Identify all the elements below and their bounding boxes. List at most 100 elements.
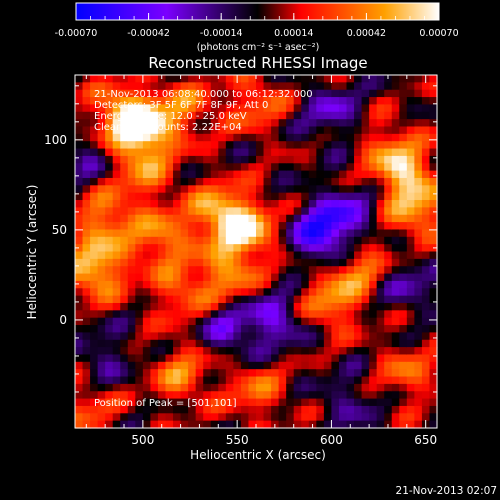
- heatmap-cell: [346, 89, 355, 98]
- heatmap-cell: [331, 222, 340, 231]
- heatmap-cell: [248, 192, 257, 201]
- heatmap-cell: [157, 133, 167, 142]
- heatmap-cell: [142, 288, 152, 297]
- heatmap-cell: [188, 119, 197, 128]
- heatmap-cell: [120, 376, 129, 385]
- heatmap-cell: [429, 398, 438, 407]
- heatmap-cell: [338, 347, 348, 356]
- heatmap-cell: [414, 133, 423, 142]
- heatmap-cell: [165, 177, 174, 186]
- heatmap-cell: [112, 420, 121, 429]
- heatmap-cell: [271, 97, 280, 106]
- heatmap-cell: [97, 119, 106, 128]
- heatmap-cell: [188, 155, 197, 164]
- heatmap-cell: [135, 148, 144, 157]
- heatmap-cell: [248, 317, 257, 326]
- heatmap-cell: [286, 82, 295, 91]
- heatmap-cell: [210, 420, 219, 429]
- heatmap-cell: [338, 266, 348, 275]
- heatmap-cell: [142, 229, 152, 238]
- heatmap-cell: [323, 192, 333, 201]
- heatmap-cell: [218, 295, 227, 304]
- heatmap-cell: [263, 75, 272, 83]
- heatmap-cell: [240, 376, 250, 385]
- heatmap-cell: [346, 236, 355, 245]
- heatmap-cell: [278, 369, 287, 378]
- heatmap-cell: [369, 347, 378, 356]
- heatmap-cell: [256, 170, 265, 179]
- heatmap-cell: [233, 369, 242, 378]
- heatmap-cell: [97, 347, 106, 356]
- heatmap-cell: [90, 354, 99, 363]
- heatmap-cell: [233, 347, 242, 356]
- heatmap-cell: [105, 398, 114, 407]
- heatmap-cell: [142, 177, 152, 186]
- heatmap-cell: [142, 141, 152, 150]
- heatmap-cell: [112, 236, 121, 245]
- heatmap-cell: [210, 82, 219, 91]
- heatmap-cell: [82, 398, 91, 407]
- heatmap-cell: [301, 75, 310, 83]
- heatmap-cell: [256, 177, 265, 186]
- heatmap-cell: [391, 332, 400, 341]
- heatmap-cell: [308, 244, 317, 253]
- heatmap-cell: [97, 141, 106, 150]
- heatmap-cell: [354, 398, 363, 407]
- heatmap-cell: [384, 177, 393, 186]
- heatmap-cell: [150, 97, 159, 106]
- heatmap-cell: [331, 119, 340, 128]
- heatmap-cell: [271, 200, 280, 208]
- heatmap-cell: [127, 339, 136, 348]
- heatmap-cell: [429, 200, 438, 208]
- heatmap-cell: [188, 332, 197, 341]
- heatmap-cell: [354, 119, 363, 128]
- heatmap-cell: [391, 398, 400, 407]
- heatmap-cell: [173, 89, 182, 98]
- heatmap-cell: [180, 383, 189, 392]
- heatmap-cell: [112, 398, 121, 407]
- heatmap-cell: [316, 104, 325, 113]
- heatmap-cell: [301, 420, 310, 429]
- heatmap-cell: [263, 163, 272, 172]
- heatmap-cell: [150, 317, 159, 326]
- heatmap-cell: [112, 347, 121, 356]
- heatmap-cell: [97, 391, 106, 400]
- heatmap-cell: [240, 244, 250, 253]
- heatmap-cell: [391, 310, 400, 319]
- heatmap-cell: [218, 75, 227, 83]
- heatmap-cell: [346, 339, 355, 348]
- heatmap-cell: [150, 222, 159, 231]
- heatmap-cell: [180, 361, 189, 370]
- heatmap-cell: [173, 82, 182, 91]
- heatmap-cell: [376, 155, 385, 164]
- heatmap-cell: [188, 104, 197, 113]
- heatmap-cell: [384, 280, 393, 289]
- heatmap-cell: [429, 104, 438, 113]
- heatmap-cell: [97, 413, 106, 422]
- heatmap-cell: [157, 361, 167, 370]
- heatmap-cell: [256, 82, 265, 91]
- heatmap-cell: [429, 266, 438, 275]
- heatmap-cell: [203, 155, 212, 164]
- heatmap-cell: [323, 391, 333, 400]
- heatmap-cell: [240, 126, 250, 135]
- heatmap-cell: [346, 273, 355, 282]
- heatmap-cell: [391, 222, 400, 231]
- heatmap-cell: [301, 361, 310, 370]
- heatmap-cell: [120, 288, 129, 297]
- heatmap-cell: [331, 258, 340, 267]
- heatmap-cell: [112, 266, 121, 275]
- heatmap-cell: [142, 89, 152, 98]
- heatmap-cell: [256, 258, 265, 267]
- heatmap-cell: [278, 413, 287, 422]
- heatmap-cell: [346, 97, 355, 106]
- heatmap-cell: [97, 251, 106, 260]
- heatmap-cell: [369, 302, 378, 311]
- heatmap-cell: [97, 170, 106, 179]
- heatmap-cell: [308, 97, 317, 106]
- heatmap-cell: [225, 354, 234, 363]
- heatmap-cell: [248, 280, 257, 289]
- heatmap-cell: [316, 236, 325, 245]
- heatmap-cell: [180, 405, 189, 414]
- heatmap-cell: [97, 273, 106, 282]
